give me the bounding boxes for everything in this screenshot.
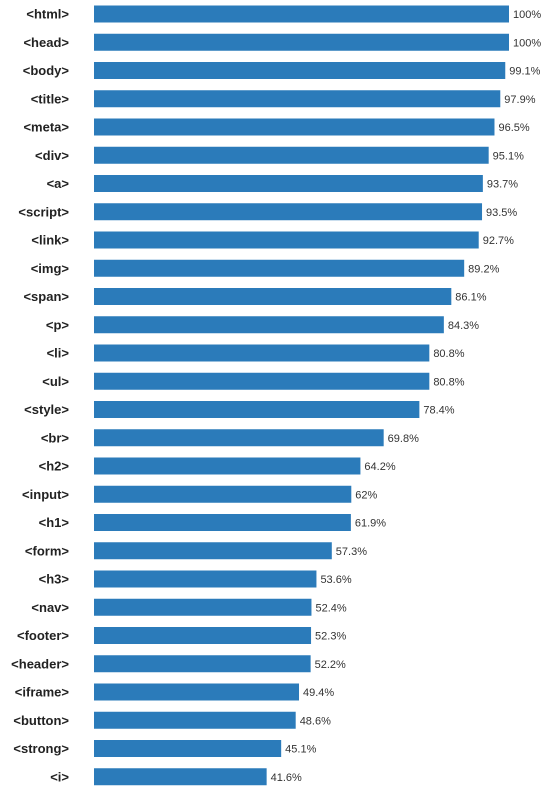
- category-label-li: <li>: [47, 346, 70, 361]
- value-label-strong: 45.1%: [285, 744, 316, 756]
- bar-html: [94, 5, 509, 23]
- category-label-header: <header>: [11, 656, 69, 671]
- bar-div: [94, 146, 489, 164]
- category-label-a: <a>: [47, 176, 70, 191]
- value-label-h1: 61.9%: [355, 518, 386, 530]
- bar-form: [94, 542, 332, 560]
- category-label-ul: <ul>: [42, 374, 69, 389]
- bar-iframe: [94, 683, 300, 701]
- value-label-title: 97.9%: [504, 94, 535, 106]
- value-label-nav: 52.4%: [315, 602, 346, 614]
- category-label-h1: <h1>: [39, 515, 70, 530]
- value-label-header: 52.2%: [315, 659, 346, 671]
- category-label-div: <div>: [35, 148, 69, 163]
- value-label-script: 93.5%: [486, 207, 517, 219]
- category-label-br: <br>: [41, 430, 70, 445]
- bar-nav: [94, 598, 312, 616]
- category-label-link: <link>: [31, 233, 69, 248]
- bar-h3: [94, 570, 317, 588]
- bar-title: [94, 90, 501, 108]
- value-label-div: 95.1%: [493, 150, 524, 162]
- value-labels-group: 100% 100% 99.1% 97.9% 96.5% 95.1% 93.7% 93.5% 92…: [271, 9, 542, 784]
- category-label-meta: <meta>: [23, 120, 69, 135]
- value-label-meta: 96.5%: [498, 122, 529, 134]
- value-label-a: 93.7%: [487, 179, 518, 191]
- bar-body: [94, 62, 506, 79]
- category-label-h3: <h3>: [39, 572, 70, 587]
- value-label-html: 100%: [513, 9, 541, 21]
- bar-h2: [94, 457, 361, 475]
- bar-header: [94, 655, 311, 673]
- category-label-footer: <footer>: [17, 628, 69, 643]
- value-label-li: 80.8%: [433, 348, 464, 360]
- bar-span: [94, 288, 452, 305]
- value-label-form: 57.3%: [336, 546, 367, 558]
- value-label-span: 86.1%: [455, 292, 486, 304]
- value-label-button: 48.6%: [300, 715, 331, 727]
- category-label-nav: <nav>: [31, 600, 69, 615]
- bar-footer: [94, 627, 312, 644]
- value-label-head: 100%: [513, 37, 541, 49]
- category-label-i: <i>: [50, 769, 69, 784]
- category-label-body: <body>: [23, 63, 70, 78]
- bar-p: [94, 316, 444, 334]
- bars-group: [94, 5, 509, 786]
- category-label-form: <form>: [25, 543, 69, 558]
- bar-br: [94, 429, 384, 447]
- value-label-i: 41.6%: [271, 772, 302, 784]
- bar-script: [94, 203, 483, 221]
- bar-li: [94, 344, 430, 362]
- bar-strong: [94, 740, 282, 757]
- bar-button: [94, 711, 296, 729]
- category-label-input: <input>: [22, 487, 69, 502]
- value-label-input: 62%: [355, 489, 377, 501]
- category-label-strong: <strong>: [13, 741, 69, 756]
- category-label-h2: <h2>: [39, 459, 70, 474]
- value-label-style: 78.4%: [423, 405, 454, 417]
- value-label-footer: 52.3%: [315, 631, 346, 643]
- bar-head: [94, 33, 509, 51]
- category-label-title: <title>: [31, 91, 70, 106]
- bar-a: [94, 175, 483, 192]
- category-label-head: <head>: [23, 35, 69, 50]
- value-label-link: 92.7%: [483, 235, 514, 247]
- value-label-img: 89.2%: [468, 263, 499, 275]
- bar-ul: [94, 372, 430, 390]
- value-label-h2: 64.2%: [364, 461, 395, 473]
- category-label-p: <p>: [46, 317, 70, 332]
- bar-meta: [94, 118, 495, 136]
- bar-link: [94, 231, 479, 249]
- value-label-iframe: 49.4%: [303, 687, 334, 699]
- value-label-h3: 53.6%: [320, 574, 351, 586]
- bar-i: [94, 768, 267, 786]
- category-labels-group: <html> <head> <body> <title> <meta> <div> <a> <…: [11, 7, 69, 785]
- bar-h1: [94, 514, 351, 531]
- value-label-br: 69.8%: [388, 433, 419, 445]
- value-label-body: 99.1%: [509, 66, 540, 78]
- bar-style: [94, 401, 420, 418]
- value-label-ul: 80.8%: [433, 376, 464, 388]
- bar-input: [94, 485, 352, 503]
- category-label-button: <button>: [13, 713, 69, 728]
- category-label-iframe: <iframe>: [15, 685, 70, 700]
- category-label-img: <img>: [31, 261, 70, 276]
- category-label-span: <span>: [23, 289, 69, 304]
- category-label-script: <script>: [18, 204, 69, 219]
- bar-img: [94, 259, 465, 277]
- value-label-p: 84.3%: [448, 320, 479, 332]
- category-label-html: <html>: [26, 7, 69, 22]
- category-label-style: <style>: [24, 402, 69, 417]
